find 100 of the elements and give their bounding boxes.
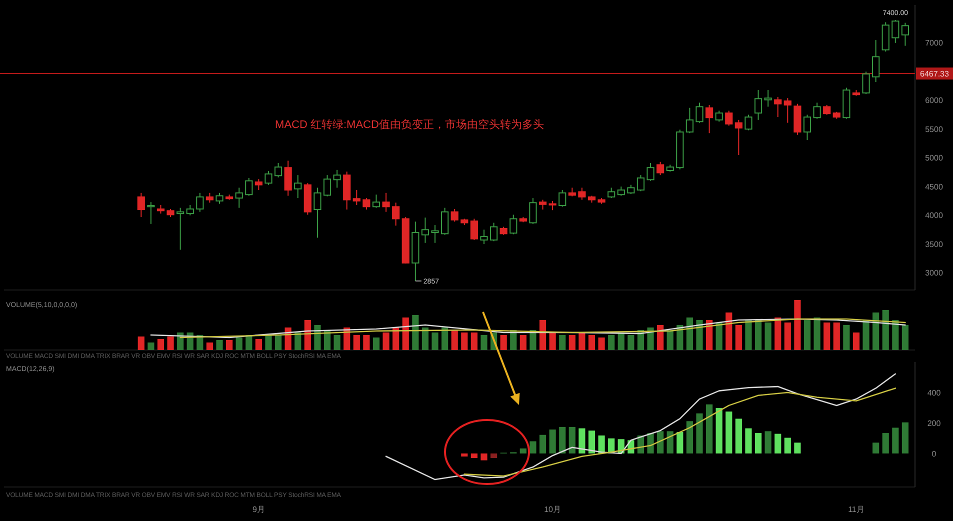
bar	[794, 442, 801, 454]
candlestick	[510, 214, 518, 235]
candlestick	[784, 98, 792, 124]
bar	[470, 453, 478, 458]
bar	[451, 330, 458, 350]
candlestick	[274, 162, 282, 178]
ref-line-label: 6467.33	[920, 69, 950, 78]
candlestick	[333, 169, 341, 188]
bar	[745, 428, 752, 454]
candlestick	[646, 162, 654, 182]
candlestick	[186, 204, 194, 216]
bar	[226, 340, 233, 350]
bar	[294, 332, 302, 350]
bar	[402, 318, 409, 350]
candlestick	[627, 184, 635, 195]
bar	[774, 434, 782, 454]
bar	[480, 335, 488, 350]
bar	[490, 453, 498, 458]
bar	[764, 322, 772, 350]
candlestick	[892, 19, 900, 44]
y-tick-label: 3000	[925, 268, 944, 278]
candlestick	[176, 207, 184, 250]
line-series	[464, 388, 896, 477]
bar	[274, 335, 282, 350]
candlestick	[656, 161, 664, 176]
bar	[461, 453, 468, 457]
bar	[882, 310, 889, 350]
candlestick	[725, 110, 733, 126]
bar	[696, 320, 703, 350]
candlestick	[862, 71, 870, 95]
candlestick	[137, 192, 145, 218]
candlestick	[421, 217, 430, 244]
candlestick	[450, 208, 458, 222]
candlestick	[235, 187, 243, 208]
bar	[206, 342, 214, 350]
candlestick	[608, 187, 616, 199]
candlestick	[813, 102, 821, 120]
bar	[461, 332, 468, 350]
bar	[148, 342, 154, 350]
candlestick	[382, 192, 390, 212]
bar	[852, 332, 860, 350]
bar	[608, 335, 615, 350]
bar	[696, 413, 703, 454]
bar	[353, 335, 360, 350]
candlestick	[284, 160, 292, 196]
candlestick	[245, 177, 253, 196]
candlestick	[490, 222, 498, 242]
bar	[520, 335, 526, 350]
bar	[559, 426, 566, 454]
candlestick	[216, 192, 224, 204]
candlestick	[558, 190, 566, 208]
bar	[716, 408, 722, 454]
bar	[382, 332, 390, 350]
bar	[549, 332, 556, 350]
bar	[539, 434, 546, 454]
candlestick	[686, 107, 694, 134]
bar	[657, 431, 664, 454]
bar	[726, 312, 732, 350]
bar	[804, 320, 811, 350]
bar	[480, 453, 488, 460]
bar	[520, 448, 526, 454]
candlestick	[744, 114, 752, 131]
candlestick	[715, 110, 723, 122]
bar	[598, 338, 605, 350]
bar	[764, 431, 772, 454]
bar	[334, 335, 340, 350]
candlestick	[372, 194, 380, 208]
bar	[794, 300, 801, 350]
bar	[872, 442, 880, 454]
bar	[686, 421, 693, 454]
bar	[432, 332, 438, 350]
candlestick	[538, 199, 547, 210]
candlestick	[734, 119, 742, 156]
x-tick-label: 9月	[252, 505, 265, 514]
bar	[824, 322, 830, 350]
bar	[706, 404, 713, 454]
bar	[666, 330, 674, 350]
bar	[530, 330, 536, 350]
candlestick	[196, 192, 204, 212]
bar	[470, 332, 478, 350]
bar	[882, 433, 889, 454]
bar	[902, 422, 909, 454]
bar	[578, 332, 586, 350]
candlestick	[392, 202, 400, 226]
bar	[265, 335, 272, 350]
bar	[304, 320, 311, 350]
bar	[138, 336, 144, 350]
candlestick	[901, 22, 910, 46]
y-tick-label: 5500	[925, 124, 944, 134]
bar	[774, 318, 782, 350]
bar	[588, 335, 596, 350]
bar	[833, 322, 840, 350]
candlestick	[774, 96, 782, 118]
candlestick	[294, 174, 302, 199]
bar	[314, 325, 321, 350]
bar	[784, 322, 791, 350]
bar	[735, 325, 742, 350]
x-tick-label: 11月	[848, 505, 864, 514]
bar	[686, 318, 693, 350]
y-tick-label: 3500	[925, 240, 944, 249]
